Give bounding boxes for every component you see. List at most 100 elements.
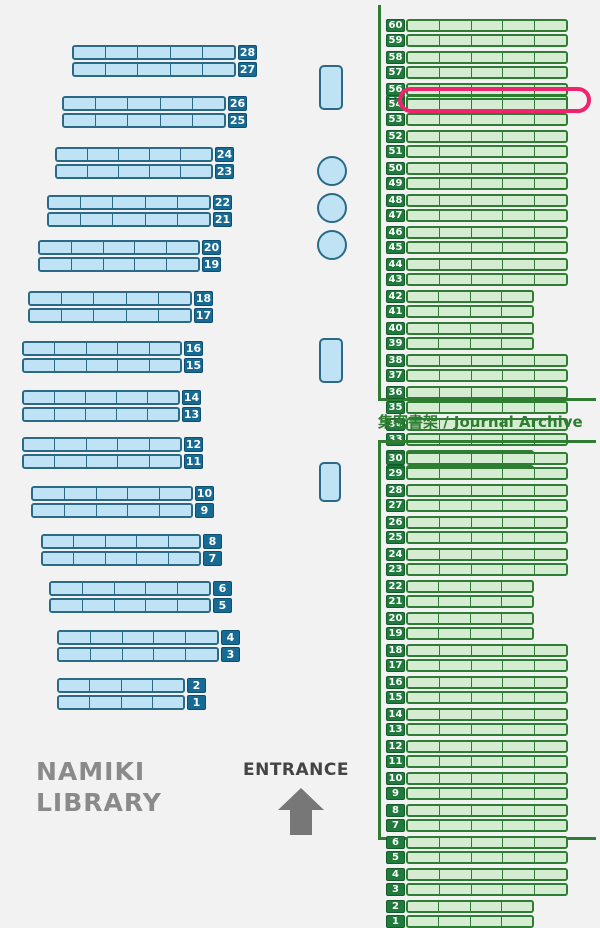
open-stack-shelf-22[interactable] [47,195,211,210]
open-stack-shelf-13[interactable] [22,407,180,422]
archive-shelf-29[interactable] [406,467,568,480]
open-stack-badge-28[interactable]: 28 [238,45,257,60]
archive-shelf-21[interactable] [406,595,534,608]
archive-badge-34[interactable]: 34 [386,418,405,431]
open-stack-badge-8[interactable]: 8 [203,534,222,549]
archive-shelf-40[interactable] [406,322,534,335]
archive-badge-60[interactable]: 60 [386,19,405,32]
archive-shelf-43[interactable] [406,273,568,286]
archive-shelf-47[interactable] [406,209,568,222]
open-stack-badge-13[interactable]: 13 [182,407,201,422]
archive-shelf-58[interactable] [406,51,568,64]
archive-shelf-52[interactable] [406,130,568,143]
archive-badge-29[interactable]: 29 [386,467,405,480]
open-stack-shelf-21[interactable] [47,212,211,227]
archive-badge-53[interactable]: 53 [386,113,405,126]
archive-shelf-11[interactable] [406,755,568,768]
archive-shelf-26[interactable] [406,516,568,529]
archive-badge-22[interactable]: 22 [386,580,405,593]
archive-shelf-46[interactable] [406,226,568,239]
archive-shelf-50[interactable] [406,162,568,175]
archive-badge-4[interactable]: 4 [386,868,405,881]
archive-shelf-42[interactable] [406,290,534,303]
archive-badge-21[interactable]: 21 [386,595,405,608]
archive-badge-25[interactable]: 25 [386,531,405,544]
archive-badge-49[interactable]: 49 [386,177,405,190]
archive-shelf-36[interactable] [406,386,568,399]
archive-badge-11[interactable]: 11 [386,755,405,768]
open-stack-badge-4[interactable]: 4 [221,630,240,645]
archive-badge-27[interactable]: 27 [386,499,405,512]
archive-shelf-3[interactable] [406,883,568,896]
open-stack-badge-1[interactable]: 1 [187,695,206,710]
archive-shelf-59[interactable] [406,34,568,47]
archive-shelf-39[interactable] [406,337,534,350]
archive-badge-41[interactable]: 41 [386,305,405,318]
open-stack-badge-23[interactable]: 23 [215,164,234,179]
archive-badge-23[interactable]: 23 [386,563,405,576]
open-stack-badge-11[interactable]: 11 [184,454,203,469]
archive-badge-14[interactable]: 14 [386,708,405,721]
open-stack-shelf-16[interactable] [22,341,182,356]
open-stack-badge-26[interactable]: 26 [228,96,247,111]
archive-shelf-13[interactable] [406,723,568,736]
archive-shelf-8[interactable] [406,804,568,817]
open-stack-shelf-6[interactable] [49,581,211,596]
study-table-upper[interactable] [319,65,343,110]
archive-shelf-2[interactable] [406,900,534,913]
open-stack-shelf-9[interactable] [31,503,193,518]
archive-badge-10[interactable]: 10 [386,772,405,785]
archive-shelf-17[interactable] [406,659,568,672]
archive-shelf-45[interactable] [406,241,568,254]
archive-shelf-4[interactable] [406,868,568,881]
open-stack-shelf-2[interactable] [57,678,185,693]
archive-shelf-49[interactable] [406,177,568,190]
archive-shelf-14[interactable] [406,708,568,721]
open-stack-shelf-7[interactable] [41,551,201,566]
archive-badge-12[interactable]: 12 [386,740,405,753]
open-stack-shelf-3[interactable] [57,647,219,662]
open-stack-shelf-28[interactable] [72,45,236,60]
archive-shelf-37[interactable] [406,369,568,382]
archive-shelf-9[interactable] [406,787,568,800]
open-stack-badge-21[interactable]: 21 [213,212,232,227]
open-stack-shelf-19[interactable] [38,257,200,272]
archive-shelf-48[interactable] [406,194,568,207]
open-stack-badge-20[interactable]: 20 [202,240,221,255]
archive-shelf-6[interactable] [406,836,568,849]
archive-shelf-5[interactable] [406,851,568,864]
archive-badge-57[interactable]: 57 [386,66,405,79]
open-stack-badge-5[interactable]: 5 [213,598,232,613]
open-stack-badge-3[interactable]: 3 [221,647,240,662]
archive-badge-24[interactable]: 24 [386,548,405,561]
archive-badge-19[interactable]: 19 [386,627,405,640]
archive-badge-26[interactable]: 26 [386,516,405,529]
archive-badge-48[interactable]: 48 [386,194,405,207]
archive-shelf-12[interactable] [406,740,568,753]
archive-shelf-19[interactable] [406,627,534,640]
archive-badge-28[interactable]: 28 [386,484,405,497]
open-stack-badge-19[interactable]: 19 [202,257,221,272]
archive-badge-6[interactable]: 6 [386,836,405,849]
archive-badge-40[interactable]: 40 [386,322,405,335]
archive-badge-30[interactable]: 30 [386,452,405,465]
open-stack-badge-15[interactable]: 15 [184,358,203,373]
open-stack-badge-24[interactable]: 24 [215,147,234,162]
open-stack-badge-12[interactable]: 12 [184,437,203,452]
open-stack-shelf-12[interactable] [22,437,182,452]
archive-badge-35[interactable]: 35 [386,401,405,414]
archive-badge-58[interactable]: 58 [386,51,405,64]
archive-shelf-7[interactable] [406,819,568,832]
open-stack-badge-10[interactable]: 10 [195,486,214,501]
round-table-2[interactable] [317,193,347,223]
archive-badge-52[interactable]: 52 [386,130,405,143]
archive-shelf-28[interactable] [406,484,568,497]
archive-badge-45[interactable]: 45 [386,241,405,254]
archive-badge-9[interactable]: 9 [386,787,405,800]
archive-shelf-44[interactable] [406,258,568,271]
open-stack-shelf-15[interactable] [22,358,182,373]
archive-badge-20[interactable]: 20 [386,612,405,625]
archive-badge-8[interactable]: 8 [386,804,405,817]
open-stack-badge-9[interactable]: 9 [195,503,214,518]
archive-badge-3[interactable]: 3 [386,883,405,896]
